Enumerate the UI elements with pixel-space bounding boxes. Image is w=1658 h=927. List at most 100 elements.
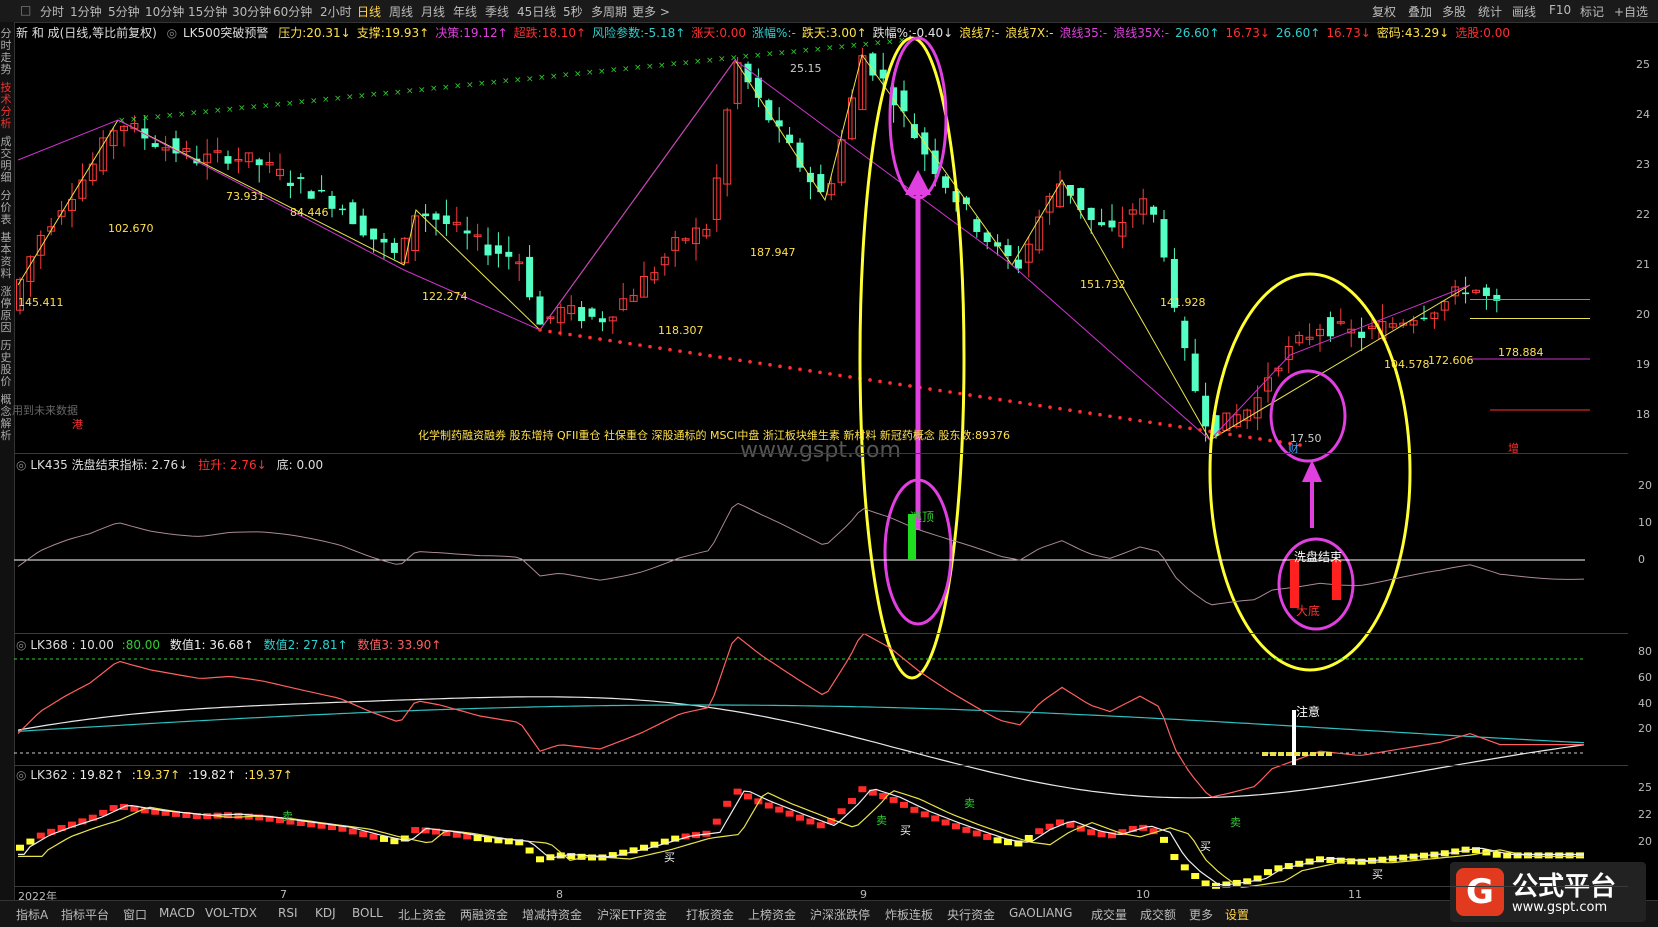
price-label: 84.446 xyxy=(290,206,329,219)
param-key: 浪线7X: xyxy=(1005,26,1050,40)
period-tab-5[interactable]: 30分钟 xyxy=(232,5,272,19)
settings-icon[interactable]: ◎ xyxy=(16,768,27,782)
bottom-tab-16[interactable]: 央行资金 xyxy=(947,908,996,922)
lk362-bar xyxy=(484,836,492,843)
bottom-tab-8[interactable]: 北上资金 xyxy=(398,908,447,922)
lk362-bar xyxy=(1097,831,1106,838)
toolbar-right-5[interactable]: F10 xyxy=(1549,3,1572,17)
candle-body xyxy=(338,208,346,211)
candle-body xyxy=(286,182,294,186)
bottom-tab-12[interactable]: 打板资金 xyxy=(686,908,735,922)
period-tab-2[interactable]: 5分钟 xyxy=(108,5,140,19)
bottom-tab-10[interactable]: 增减持资金 xyxy=(522,908,583,922)
candle-body xyxy=(1316,328,1324,337)
lk362-v4: 19.37↑ xyxy=(248,768,293,782)
bottom-tab-21[interactable]: 设置 xyxy=(1225,908,1250,922)
support-dots xyxy=(538,328,1302,447)
candle-body xyxy=(1482,287,1490,296)
bottom-tab-1[interactable]: 指标平台 xyxy=(61,908,110,922)
toolbar-right-4[interactable]: 画线 xyxy=(1512,5,1537,19)
bottom-tab-11[interactable]: 沪深ETF资金 xyxy=(597,908,667,922)
toolbar-right-1[interactable]: 叠加 xyxy=(1408,5,1433,19)
bottom-tab-7[interactable]: BOLL xyxy=(352,906,383,920)
period-tab-7[interactable]: 2小时 xyxy=(320,5,352,19)
toolbar-right-0[interactable]: 复权 xyxy=(1372,5,1397,19)
sidebar-tab-6[interactable]: 历史股价 xyxy=(0,339,12,388)
price-tick: 23 xyxy=(1636,158,1650,171)
period-tab-10[interactable]: 月线 xyxy=(421,5,446,19)
bottom-tab-5[interactable]: RSI xyxy=(278,906,298,920)
sidebar-tab-3[interactable]: 分价表 xyxy=(0,189,12,226)
candle-body xyxy=(578,307,586,322)
lk362-name[interactable]: LK362 : xyxy=(30,768,76,782)
settings-icon[interactable]: ◎ xyxy=(16,458,27,472)
period-tab-1[interactable]: 1分钟 xyxy=(70,5,102,19)
period-tab-3[interactable]: 10分钟 xyxy=(145,5,185,19)
bottom-tab-18[interactable]: 成交量 xyxy=(1091,908,1128,922)
toolbar-right-7[interactable]: +自选 xyxy=(1614,5,1649,19)
bottom-tab-3[interactable]: MACD xyxy=(159,906,195,920)
bottom-tab-14[interactable]: 沪深涨跌停 xyxy=(810,908,871,922)
period-tab-16[interactable]: 更多 > xyxy=(632,5,670,19)
lk368-name[interactable]: LK368 : xyxy=(30,638,76,652)
param-value: 43.29↓ xyxy=(1404,26,1450,40)
sidebar-tab-7[interactable]: 概念解析 xyxy=(0,393,12,442)
logo-mark: G xyxy=(1456,868,1504,916)
window-icon[interactable]: □ xyxy=(20,3,32,17)
toolbar-right-2[interactable]: 多股 xyxy=(1442,5,1467,19)
lk362-bar xyxy=(1087,829,1096,836)
period-tab-4[interactable]: 15分钟 xyxy=(188,5,228,19)
sidebar-tab-4[interactable]: 基本资料 xyxy=(0,231,12,280)
bottom-tab-20[interactable]: 更多 xyxy=(1189,908,1214,922)
lk435-name[interactable]: LK435 洗盘结束指标: xyxy=(30,458,148,472)
lk362-bar xyxy=(1180,864,1189,871)
lk362-bar xyxy=(109,805,118,812)
period-tab-14[interactable]: 5秒 xyxy=(563,5,583,19)
bottom-tab-9[interactable]: 两融资金 xyxy=(460,908,509,922)
param-value: 26.60↑ xyxy=(1175,26,1220,40)
param-0: 压力:20.31↓ xyxy=(278,26,350,40)
settings-icon[interactable]: ◎ xyxy=(16,638,27,652)
param-17: 密码:43.29↓ xyxy=(1377,26,1449,40)
bottom-tab-17[interactable]: GAOLIANG xyxy=(1009,906,1073,920)
bottom-tab-15[interactable]: 炸板连板 xyxy=(885,908,934,922)
lk362-bar xyxy=(328,824,336,831)
sidebar-tab-5[interactable]: 涨停原因 xyxy=(0,285,12,334)
bottom-tab-6[interactable]: KDJ xyxy=(315,906,336,920)
sidebar-tab-1[interactable]: 技术分析 xyxy=(0,81,12,130)
param-key: 跌天: xyxy=(801,26,830,40)
period-tab-8[interactable]: 日线 xyxy=(357,5,382,19)
sidebar-tab-0[interactable]: 分时走势 xyxy=(0,27,12,76)
settings-icon[interactable]: ◎ xyxy=(166,26,178,40)
period-tab-9[interactable]: 周线 xyxy=(389,5,414,19)
period-tab-13[interactable]: 45日线 xyxy=(517,5,557,19)
sidebar-tab-2[interactable]: 成交明细 xyxy=(0,135,12,184)
lk362-bar xyxy=(26,838,35,845)
price-label: 118.307 xyxy=(658,324,704,337)
period-tab-0[interactable]: 分时 xyxy=(40,5,65,19)
svg-text:×: × xyxy=(850,41,858,51)
bottom-tab-4[interactable]: VOL-TDX xyxy=(205,906,257,920)
lk435-pull-label: 拉升: xyxy=(198,458,227,472)
period-tab-15[interactable]: 多周期 xyxy=(591,5,628,19)
bottom-tab-19[interactable]: 成交额 xyxy=(1140,908,1177,922)
main-indicator-name[interactable]: LK500突破预警 xyxy=(182,26,269,40)
candle-body xyxy=(484,244,492,256)
lk362-bar xyxy=(442,830,451,837)
big-bottom-label: 大底 xyxy=(1296,604,1321,618)
period-tab-6[interactable]: 60分钟 xyxy=(273,5,313,19)
toolbar-right-6[interactable]: 标记 xyxy=(1580,5,1605,19)
period-tab-11[interactable]: 年线 xyxy=(453,5,478,19)
bottom-tab-2[interactable]: 窗口 xyxy=(123,908,148,922)
toolbar-right-3[interactable]: 统计 xyxy=(1478,5,1503,19)
candle-body xyxy=(754,77,762,98)
bottom-tab-0[interactable]: 指标A xyxy=(16,908,49,922)
candle-body xyxy=(442,215,450,225)
period-tab-12[interactable]: 季线 xyxy=(485,5,510,19)
lk362-tick: 20 xyxy=(1638,835,1652,848)
lk435-tick: 10 xyxy=(1638,516,1652,529)
bottom-tab-13[interactable]: 上榜资金 xyxy=(748,908,797,922)
lk362-bar xyxy=(920,811,929,818)
lk368-k4: 数值2: xyxy=(263,638,300,652)
svg-text:×: × xyxy=(298,98,306,108)
